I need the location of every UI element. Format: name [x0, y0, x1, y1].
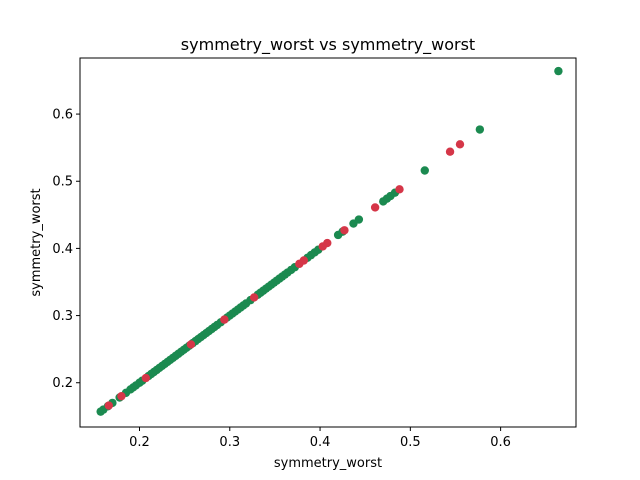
y-tick-label: 0.5	[52, 175, 73, 190]
y-tick-label: 0.3	[52, 309, 73, 324]
chart-title: symmetry_worst vs symmetry_worst	[181, 35, 475, 55]
data-point	[117, 391, 126, 401]
data-point	[299, 256, 308, 265]
data-point	[340, 226, 349, 235]
y-tick-label: 0.2	[52, 376, 73, 391]
data-point	[445, 147, 455, 156]
data-point	[141, 373, 151, 383]
data-point	[554, 66, 563, 76]
y-tick-label: 0.4	[52, 242, 73, 257]
data-point	[354, 215, 364, 224]
data-point	[249, 293, 259, 302]
data-point	[220, 315, 229, 324]
data-point	[370, 203, 380, 212]
data-point	[420, 166, 429, 175]
data-point	[475, 125, 485, 134]
y-axis-label: symmetry_worst	[29, 188, 44, 296]
data-point	[455, 140, 465, 149]
data-point	[186, 340, 196, 349]
data-point	[323, 238, 332, 248]
x-axis-ticks: 0.2 0.3 0.4 0.5 0.6	[129, 427, 511, 450]
x-tick-label: 0.6	[490, 435, 511, 450]
x-tick-label: 0.4	[310, 435, 331, 450]
y-axis-ticks: 0.2 0.3 0.4 0.5 0.6	[52, 108, 80, 391]
x-tick-label: 0.2	[129, 435, 150, 450]
x-tick-label: 0.5	[400, 435, 421, 450]
points-layer	[96, 66, 563, 416]
data-point	[395, 185, 404, 194]
y-tick-label: 0.6	[52, 108, 73, 123]
plot-frame	[79, 57, 577, 428]
x-tick-label: 0.3	[219, 435, 240, 450]
data-point	[104, 401, 114, 410]
x-axis-label: symmetry_worst	[274, 456, 382, 471]
